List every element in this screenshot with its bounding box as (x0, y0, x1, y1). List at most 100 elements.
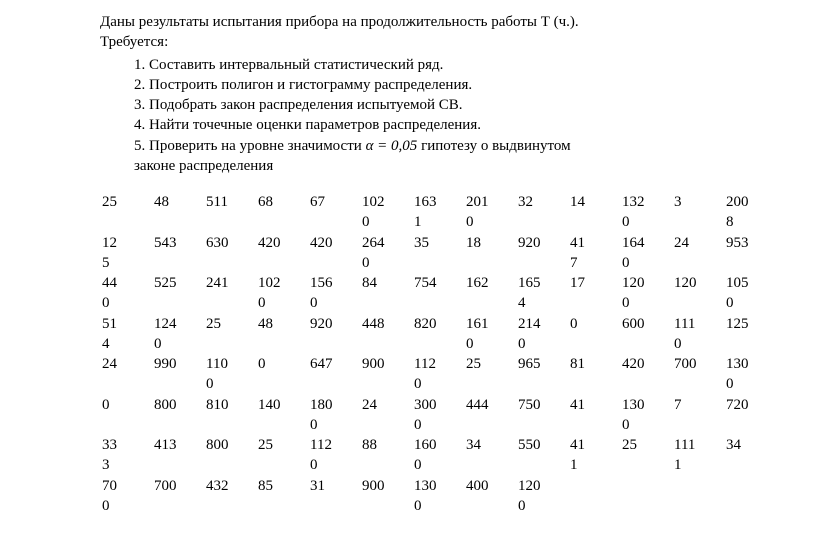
table-cell: 1654 (516, 273, 568, 314)
alpha-symbol: α = 0,05 (366, 138, 418, 154)
table-cell: 41 (568, 395, 620, 436)
table-cell: 444 (464, 395, 516, 436)
table-cell: 647 (308, 354, 360, 395)
table-cell: 550 (516, 435, 568, 476)
table-cell: 820 (412, 314, 464, 355)
table-cell: 140 (256, 395, 308, 436)
task5-text-part1: 5. Проверить на уровне значимости (134, 138, 366, 154)
table-cell: 525 (152, 273, 204, 314)
table-cell: 1020 (256, 273, 308, 314)
table-cell: 920 (516, 233, 568, 274)
table-cell: 68 (256, 192, 308, 233)
table-cell: 920 (308, 314, 360, 355)
table-row: 4405252411020156084754162165417120012010… (100, 273, 776, 314)
task-item: 3. Подобрать закон распределения испытуе… (134, 95, 776, 115)
table-cell: 48 (152, 192, 204, 233)
table-cell: 35 (412, 233, 464, 274)
table-cell: 420 (308, 233, 360, 274)
table-cell: 0 (100, 395, 152, 436)
table-cell: 7 (672, 395, 724, 436)
table-cell: 1020 (360, 192, 412, 233)
table-cell: 810 (204, 395, 256, 436)
table-cell: 1300 (724, 354, 776, 395)
table-cell: 600 (620, 314, 672, 355)
table-cell: 420 (620, 354, 672, 395)
table-cell: 25 (256, 435, 308, 476)
task-item: 5. Проверить на уровне значимости α = 0,… (134, 136, 776, 156)
table-cell: 81 (568, 354, 620, 395)
table-cell: 1610 (464, 314, 516, 355)
table-cell: 3 (672, 192, 724, 233)
table-cell: 448 (360, 314, 412, 355)
data-table-block: 2548511686710201631201032141320320081255… (100, 192, 776, 516)
table-cell: 953 (724, 233, 776, 274)
table-cell: 630 (204, 233, 256, 274)
table-cell: 34 (724, 435, 776, 476)
table-cell: 1050 (724, 273, 776, 314)
table-cell: 24 (672, 233, 724, 274)
table-cell: 700 (100, 476, 152, 517)
table-cell: 24 (360, 395, 412, 436)
table-cell: 25 (620, 435, 672, 476)
intro-line-2: Требуется: (100, 34, 168, 50)
table-cell: 411 (568, 435, 620, 476)
table-cell: 1631 (412, 192, 464, 233)
table-row: 514124025489204488201610214006001110125 (100, 314, 776, 355)
table-row: 3334138002511208816003455041125111134 (100, 435, 776, 476)
table-cell: 24 (100, 354, 152, 395)
table-cell: 511 (204, 192, 256, 233)
table-cell: 2010 (464, 192, 516, 233)
table-cell: 700 (152, 476, 204, 517)
table-row: 700700432853190013004001200 (100, 476, 776, 517)
table-cell: 1120 (412, 354, 464, 395)
table-cell: 900 (360, 354, 412, 395)
data-table: 2548511686710201631201032141320320081255… (100, 192, 776, 516)
table-cell: 900 (360, 476, 412, 517)
table-cell: 1600 (412, 435, 464, 476)
task-item: 2. Построить полигон и гистограмму распр… (134, 75, 776, 95)
table-row: 080081014018002430004447504113007720 (100, 395, 776, 436)
table-cell: 750 (516, 395, 568, 436)
table-cell: 514 (100, 314, 152, 355)
table-cell: 754 (412, 273, 464, 314)
table-cell: 1560 (308, 273, 360, 314)
table-cell: 1100 (204, 354, 256, 395)
table-cell: 800 (152, 395, 204, 436)
intro-line-1: Даны результаты испытания прибора на про… (100, 14, 579, 30)
table-cell: 543 (152, 233, 204, 274)
table-cell: 32 (516, 192, 568, 233)
table-cell: 440 (100, 273, 152, 314)
table-cell: 1640 (620, 233, 672, 274)
table-cell: 800 (204, 435, 256, 476)
table-cell: 990 (152, 354, 204, 395)
table-cell: 84 (360, 273, 412, 314)
table-cell: 413 (152, 435, 204, 476)
table-cell: 2140 (516, 314, 568, 355)
table-cell: 162 (464, 273, 516, 314)
table-cell: 1300 (620, 395, 672, 436)
table-cell: 25 (464, 354, 516, 395)
table-cell: 2640 (360, 233, 412, 274)
table-cell: 125 (100, 233, 152, 274)
table-cell: 720 (724, 395, 776, 436)
table-row: 254851168671020163120103214132032008 (100, 192, 776, 233)
table-cell (568, 476, 620, 517)
table-cell: 1300 (412, 476, 464, 517)
table-cell: 700 (672, 354, 724, 395)
table-cell: 432 (204, 476, 256, 517)
table-cell: 48 (256, 314, 308, 355)
table-cell: 67 (308, 192, 360, 233)
task-item-continuation: законе распределения (134, 156, 776, 176)
table-cell: 1800 (308, 395, 360, 436)
table-cell: 17 (568, 273, 620, 314)
table-cell: 420 (256, 233, 308, 274)
table-cell: 400 (464, 476, 516, 517)
table-cell: 1240 (152, 314, 204, 355)
table-cell: 1320 (620, 192, 672, 233)
intro-block: Даны результаты испытания прибора на про… (100, 12, 776, 53)
table-cell: 25 (204, 314, 256, 355)
task-item: 4. Найти точечные оценки параметров расп… (134, 115, 776, 135)
table-row: 2499011000647900112025965814207001300 (100, 354, 776, 395)
table-cell: 34 (464, 435, 516, 476)
table-cell: 333 (100, 435, 152, 476)
